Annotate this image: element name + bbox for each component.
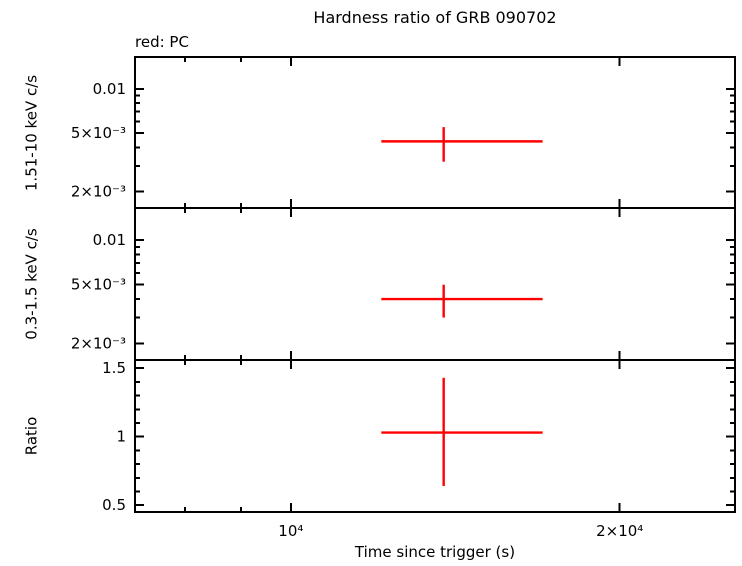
panel-frame-hard-band-rate — [134, 56, 736, 209]
x-tick-label: 2×10⁴ — [596, 522, 643, 540]
y-tick-label: 2×10⁻³ — [71, 183, 126, 201]
y-tick-label: 1.5 — [102, 359, 126, 377]
y-tick-label: 0.01 — [93, 80, 126, 98]
y-tick-label: 5×10⁻³ — [71, 276, 126, 294]
panel-frame-hardness-ratio — [134, 359, 736, 513]
chart-title: Hardness ratio of GRB 090702 — [313, 8, 557, 27]
x-axis-title: Time since trigger (s) — [354, 543, 516, 561]
y-tick-label: 1 — [116, 428, 126, 446]
y-axis-label-hard-band: 1.51-10 keV c/s — [22, 74, 41, 192]
y-axis-label-soft-band: 0.3-1.5 keV c/s — [22, 228, 41, 340]
y-tick-label: 2×10⁻³ — [71, 335, 126, 353]
y-tick-label: 0.5 — [102, 496, 126, 514]
y-tick-label: 0.01 — [93, 231, 126, 249]
panel-frame-soft-band-rate — [134, 207, 736, 361]
y-axis-label-ratio: Ratio — [22, 416, 41, 456]
x-tick-label: 10⁴ — [278, 522, 303, 540]
mode-annotation: red: PC — [135, 33, 189, 51]
y-tick-label: 5×10⁻³ — [71, 124, 126, 142]
